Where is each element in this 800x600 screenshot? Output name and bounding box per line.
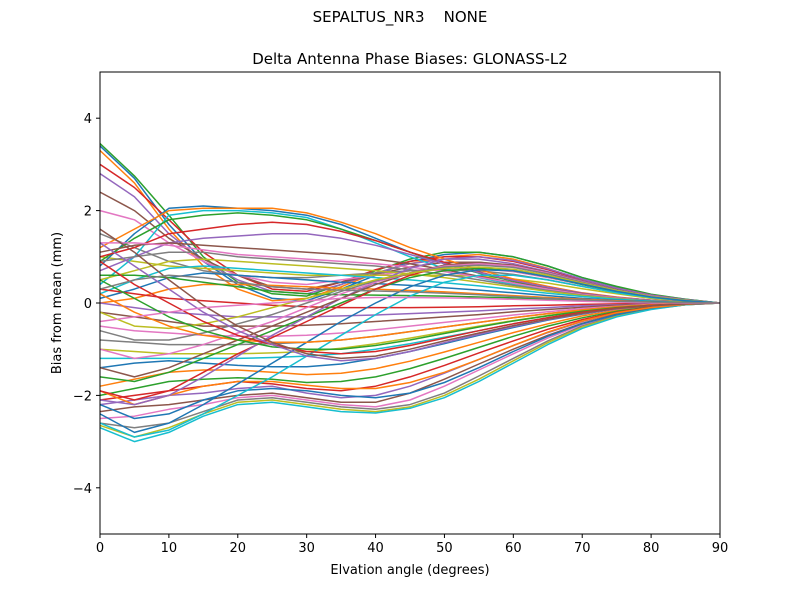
y-tick-label: −4 bbox=[73, 482, 92, 497]
series-line-52 bbox=[99, 293, 721, 344]
x-tick-label: 10 bbox=[161, 541, 178, 556]
plot-area bbox=[99, 71, 721, 535]
series-line-58 bbox=[99, 274, 721, 304]
series-line-24 bbox=[99, 288, 720, 309]
series-line-50 bbox=[99, 274, 721, 438]
figure-suptitle: SEPALTUS_NR3 NONE bbox=[312, 8, 488, 26]
series-line-57 bbox=[99, 296, 720, 323]
x-tick-label: 90 bbox=[712, 541, 729, 556]
series-line-40 bbox=[99, 302, 721, 443]
x-tick-label: 40 bbox=[367, 541, 384, 556]
x-tick-label: 30 bbox=[298, 541, 315, 556]
x-tick-label: 20 bbox=[230, 541, 247, 556]
series-line-41 bbox=[99, 302, 721, 420]
x-tick-label: 80 bbox=[643, 541, 660, 556]
series-line-32 bbox=[99, 302, 721, 387]
series-line-33 bbox=[99, 302, 721, 397]
series-line-3 bbox=[99, 143, 721, 304]
y-tick-label: 2 bbox=[84, 205, 92, 220]
x-axis-ticks: 0 10 20 30 40 50 60 70 80 90 bbox=[96, 534, 728, 556]
y-tick-label: −2 bbox=[73, 389, 92, 404]
series-line-56 bbox=[99, 228, 721, 360]
x-tick-label: 70 bbox=[574, 541, 591, 556]
series-line-26 bbox=[99, 302, 721, 327]
chart-title: Delta Antenna Phase Biases: GLONASS-L2 bbox=[252, 50, 568, 68]
series-line-42 bbox=[99, 302, 721, 406]
series-line-45 bbox=[99, 256, 721, 406]
y-tick-label: 4 bbox=[84, 112, 92, 127]
series-line-49 bbox=[99, 266, 721, 330]
x-tick-label: 50 bbox=[436, 541, 453, 556]
series-line-20 bbox=[99, 265, 721, 304]
y-axis-ticks: −4 −2 0 2 4 bbox=[73, 112, 100, 497]
series-line-51 bbox=[99, 268, 721, 434]
x-tick-label: 60 bbox=[505, 541, 522, 556]
x-tick-label: 0 bbox=[96, 541, 104, 556]
x-axis-label: Elvation angle (degrees) bbox=[330, 563, 489, 578]
series-lines bbox=[99, 143, 721, 443]
plot-background bbox=[100, 72, 720, 534]
y-axis-label: Bias from mean (mm) bbox=[50, 232, 65, 374]
y-tick-label: 0 bbox=[84, 297, 92, 312]
